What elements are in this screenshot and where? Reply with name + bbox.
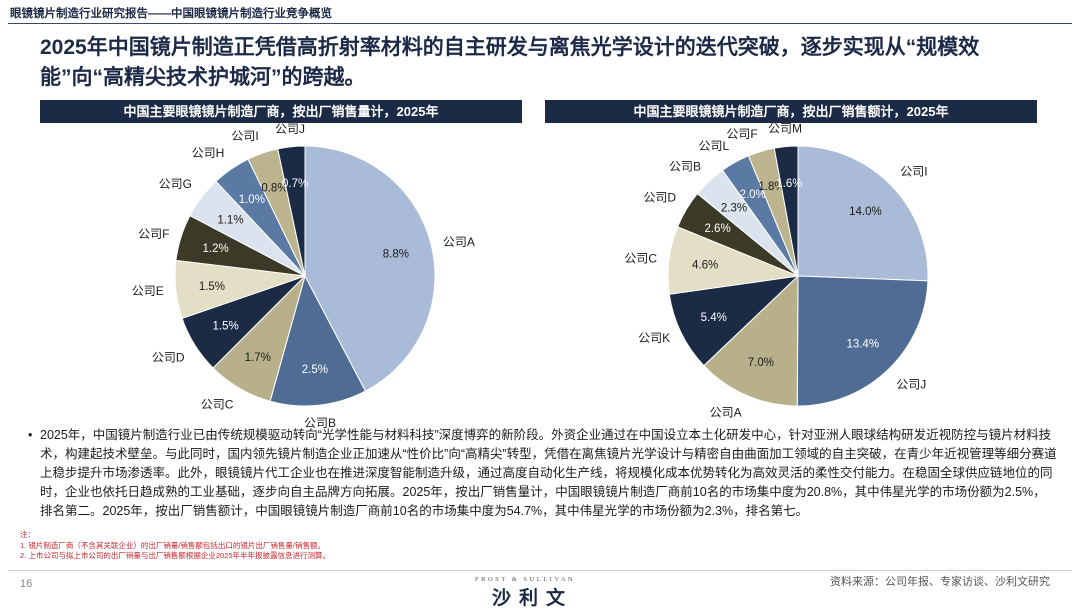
- bullet-icon: •: [28, 428, 33, 442]
- pie-value-label-1-8: 1.8%: [758, 181, 784, 193]
- pie-category-label-0-3: 公司D: [152, 350, 185, 364]
- pie-category-label-1-8: 公司F: [726, 127, 757, 141]
- pie-value-label-1-4: 4.6%: [692, 259, 718, 271]
- pie-category-label-0-1: 公司B: [304, 416, 336, 430]
- pie-value-label-1-3: 5.4%: [701, 312, 727, 324]
- pie-value-label-1-5: 2.6%: [704, 223, 730, 235]
- footnote-2: 2. 上市公司与拟上市公司的出厂销量与出厂销售额根据企业2025年半年报披露信息…: [20, 551, 331, 560]
- pie-category-label-1-4: 公司C: [624, 252, 657, 266]
- pie-value-label-0-5: 1.2%: [203, 243, 229, 255]
- analysis-text: 2025年，中国镜片制造行业已由传统规模驱动转向“光学性能与材料科技”深度博弈的…: [40, 428, 1057, 518]
- pie-category-label-1-3: 公司K: [638, 331, 670, 345]
- footnote-1: 1. 镜片制造厂商（不含其关联企业）的出厂销量/销售额包括出口的镜片出厂销售量/…: [20, 540, 326, 550]
- top-bar: 眼镜镜片制造行业研究报告——中国眼镜镜片制造行业竞争概览: [0, 0, 1080, 22]
- logo-wordmark: 沙利文: [492, 588, 574, 608]
- page-number: 16: [20, 578, 33, 590]
- source-note: 资料来源：公司年报、专家访谈、沙利文研究: [830, 576, 1050, 588]
- pie-value-label-0-4: 1.5%: [199, 281, 225, 293]
- pie-category-label-1-0: 公司I: [900, 164, 927, 178]
- pie-value-label-0-3: 1.5%: [213, 321, 239, 333]
- pie-slice-1-0: [797, 145, 929, 282]
- pie-value-label-0-0: 8.8%: [383, 249, 409, 261]
- pie-category-label-1-5: 公司D: [643, 190, 676, 204]
- pie-value-label-1-2: 7.0%: [748, 357, 774, 369]
- document-header: 眼镜镜片制造行业研究报告——中国眼镜镜片制造行业竞争概览: [10, 8, 332, 20]
- pie-category-label-1-7: 公司L: [699, 139, 730, 153]
- pie-value-label-0-2: 1.7%: [245, 352, 271, 364]
- pie-value-label-0-1: 2.5%: [302, 364, 328, 376]
- pie-category-label-0-8: 公司I: [231, 129, 258, 143]
- logo-subtitle: FROST & SULLIVAN: [475, 576, 576, 583]
- chart-title-revenue: 中国主要眼镜镜片制造厂商，按出厂销售额计，2025年: [545, 100, 1037, 123]
- footnote-title: 注：: [20, 530, 35, 539]
- pie-category-label-1-9: 公司M: [768, 122, 802, 136]
- pie-category-label-0-0: 公司A: [443, 235, 475, 249]
- pie-category-label-1-1: 公司J: [896, 378, 926, 392]
- pie-value-label-0-6: 1.1%: [217, 214, 243, 226]
- pie-value-label-1-0: 14.0%: [849, 206, 882, 218]
- pie-category-label-1-6: 公司B: [669, 159, 701, 173]
- footnotes: 注： 1. 镜片制造厂商（不含其关联企业）的出厂销量/销售额包括出口的镜片出厂销…: [20, 530, 620, 562]
- page-headline: 2025年中国镜片制造正凭借高折射率材料的自主研发与离焦光学设计的迭代突破，逐步…: [40, 36, 980, 89]
- pie-category-label-0-2: 公司C: [201, 398, 234, 412]
- pie-slice-0-0: [304, 145, 436, 392]
- footer-divider: [8, 570, 1072, 571]
- pie-value-label-1-9: 1.6%: [776, 178, 802, 190]
- pie-value-label-0-8: 0.8%: [261, 183, 287, 195]
- pie-value-label-1-6: 2.3%: [721, 203, 747, 215]
- pie-slice-1-1: [796, 275, 929, 407]
- pie-category-label-0-4: 公司E: [132, 284, 164, 298]
- pie-category-label-0-7: 公司H: [192, 146, 225, 160]
- pie-category-label-1-2: 公司A: [710, 405, 742, 419]
- pie-value-label-1-1: 13.4%: [846, 339, 879, 351]
- pie-category-label-0-5: 公司F: [138, 227, 169, 241]
- pie-value-label-0-9: 0.7%: [282, 178, 308, 190]
- pie-value-label-1-7: 2.0%: [740, 189, 766, 201]
- pie-category-label-0-6: 公司G: [159, 177, 192, 191]
- pie-slice-1-3: [668, 275, 800, 367]
- pie-slice-0-9: [277, 145, 306, 277]
- pie-value-label-0-7: 1.0%: [239, 194, 265, 206]
- pie-slice-1-2: [703, 274, 799, 407]
- pie-category-label-0-9: 公司J: [275, 122, 305, 136]
- header-divider: [8, 23, 1072, 24]
- chart-title-volume: 中国主要眼镜镜片制造厂商，按出厂销售量计，2025年: [40, 100, 522, 123]
- pie-slice-1-9: [773, 145, 799, 277]
- pie-slice-0-1: [269, 274, 367, 407]
